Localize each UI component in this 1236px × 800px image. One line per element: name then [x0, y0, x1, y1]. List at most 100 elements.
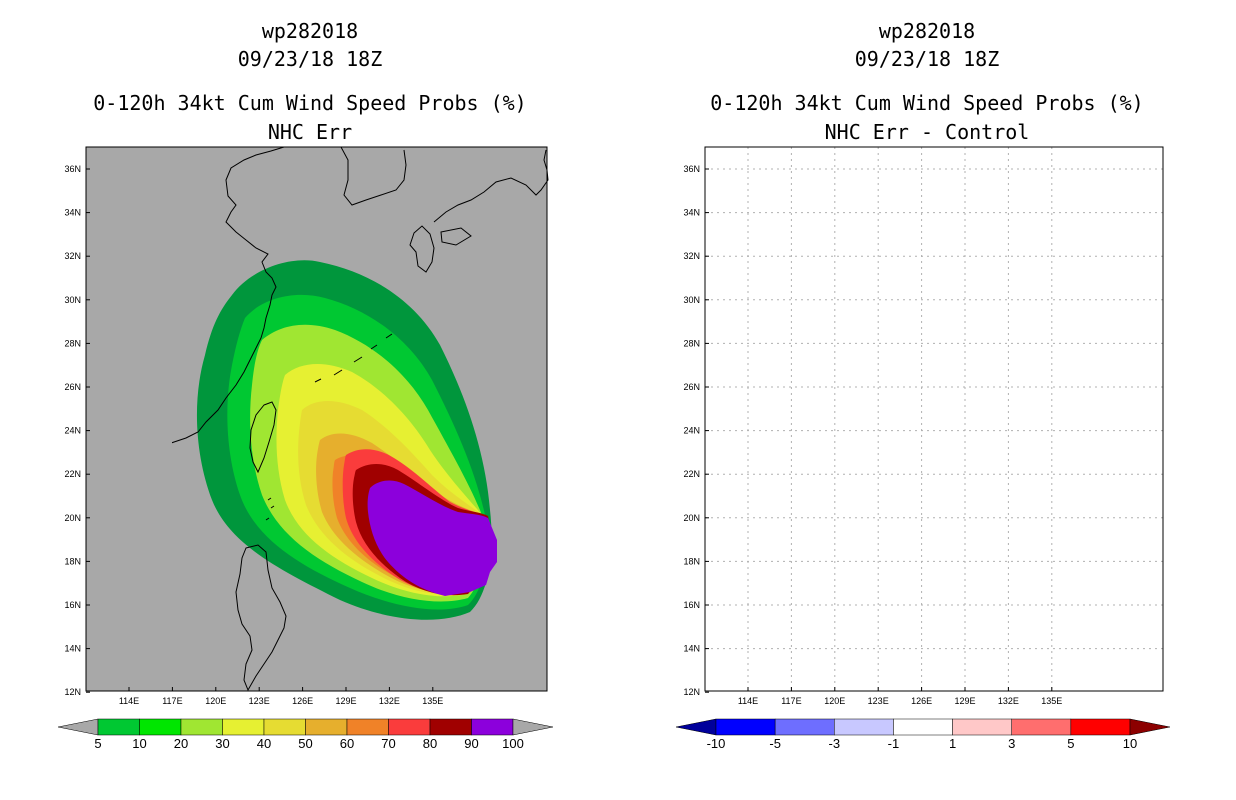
right-colorbar-segment [774, 718, 835, 736]
right-lat-label: 30N [683, 295, 700, 305]
right-colorbar-label: 10 [1123, 736, 1137, 751]
left-luzon-coast [235, 544, 287, 691]
left-lon-label: 132E [379, 696, 400, 706]
right-lat-label: 32N [683, 251, 700, 261]
right-map-background [705, 147, 1163, 691]
left-lat-label: 36N [64, 164, 81, 174]
left-colorbar-label: 5 [94, 736, 101, 751]
left-lat-label: 30N [64, 295, 81, 305]
left-lat-label: 12N [64, 687, 81, 697]
right-axis-labels: 36N 34N 32N 30N 28N 26N 24N 22N 20N 18N 16N 14N 12N 1… [683, 164, 1062, 706]
right-title-1: wp282018 [878, 19, 976, 43]
left-colorbar-label: 60 [340, 736, 354, 751]
left-colorbar-label: 30 [215, 736, 229, 751]
left-batanes-islands [265, 497, 275, 521]
left-lat-label: 32N [64, 251, 81, 261]
right-lat-label: 16N [683, 600, 700, 610]
right-colorbar-low-triangle [675, 718, 717, 736]
probability-swath [196, 260, 497, 620]
left-colorbar-label: 40 [257, 736, 271, 751]
left-title-2: 09/23/18 18Z [237, 47, 383, 71]
prob-90 [367, 480, 497, 596]
right-map-border [704, 146, 1164, 692]
left-lat-label: 14N [64, 644, 81, 654]
left-lat-label: 24N [64, 426, 81, 436]
left-colorbar-label: 80 [423, 736, 437, 751]
left-lon-label: 129E [335, 696, 356, 706]
right-colorbar: -10 -5 -3 -1 1 3 5 10 [675, 718, 1171, 751]
right-colorbar-segment [1011, 718, 1072, 736]
left-map-border [85, 146, 548, 692]
left-title-3: 0-120h 34kt Cum Wind Speed Probs (%) [93, 91, 527, 115]
left-lat-label: 16N [64, 600, 81, 610]
left-lon-label: 114E [119, 696, 139, 706]
left-colorbar-segment [180, 718, 223, 736]
right-lon-label: 129E [954, 696, 975, 706]
right-title-2: 09/23/18 18Z [854, 47, 1000, 71]
right-gridlines [705, 147, 1163, 691]
left-colorbar-label: 70 [381, 736, 395, 751]
left-colorbar-label: 100 [502, 736, 524, 751]
left-colorbar-label: 50 [298, 736, 312, 751]
right-lat-label: 20N [683, 513, 700, 523]
right-colorbar-segment [893, 718, 953, 736]
left-lat-label: 18N [64, 556, 81, 566]
right-colorbar-label: -3 [829, 736, 841, 751]
right-colorbar-segment [952, 718, 1012, 736]
right-colorbar-label: 3 [1008, 736, 1015, 751]
right-lon-label: 114E [738, 696, 758, 706]
right-lon-label: 135E [1041, 696, 1062, 706]
left-colorbar: 5 10 20 30 40 50 60 70 80 90 100 [57, 718, 554, 751]
right-colorbar-label: 1 [949, 736, 956, 751]
left-korea-coast [340, 147, 407, 206]
left-colorbar-segment [222, 718, 265, 736]
right-lat-label: 18N [683, 556, 700, 566]
right-colorbar-label: -1 [888, 736, 900, 751]
left-colorbar-low-triangle [57, 718, 99, 736]
right-colorbar-segment [715, 718, 776, 736]
left-lat-label: 20N [64, 513, 81, 523]
right-lon-label: 132E [998, 696, 1019, 706]
right-lon-label: 117E [781, 696, 801, 706]
right-lat-label: 34N [683, 208, 700, 218]
right-lon-label: 126E [911, 696, 932, 706]
left-japan-shikoku-coast [440, 227, 472, 246]
right-lat-label: 24N [683, 426, 700, 436]
right-colorbar-segment [834, 718, 894, 736]
left-colorbar-segment [471, 718, 514, 736]
right-lon-label: 120E [824, 696, 845, 706]
left-colorbar-segment [429, 718, 472, 736]
right-lon-label: 123E [868, 696, 889, 706]
left-colorbar-label: 20 [174, 736, 188, 751]
left-title-1: wp282018 [261, 19, 359, 43]
right-lat-label: 28N [683, 338, 700, 348]
right-lat-label: 14N [683, 644, 700, 654]
right-lat-label: 26N [683, 382, 700, 392]
left-lon-label: 135E [422, 696, 443, 706]
left-taiwan-coast [249, 401, 277, 474]
left-colorbar-segment [388, 718, 431, 736]
right-title-3: 0-120h 34kt Cum Wind Speed Probs (%) [710, 91, 1144, 115]
left-title-4: NHC Err [267, 120, 353, 144]
left-colorbar-segment [139, 718, 182, 736]
right-lat-label: 12N [683, 687, 700, 697]
right-colorbar-label: -10 [707, 736, 726, 751]
left-lon-label: 123E [249, 696, 270, 706]
left-lat-label: 22N [64, 469, 81, 479]
right-lat-label: 36N [683, 164, 700, 174]
right-colorbar-label: 5 [1067, 736, 1074, 751]
left-axis-labels: 36N 34N 32N 30N 28N 26N 24N 22N 20N 18N 16N 14N 12N 1… [64, 164, 443, 706]
left-lat-label: 26N [64, 382, 81, 392]
right-lat-label: 22N [683, 469, 700, 479]
left-lat-label: 28N [64, 338, 81, 348]
left-lat-label: 34N [64, 208, 81, 218]
left-colorbar-label: 90 [464, 736, 478, 751]
left-colorbar-segment [305, 718, 348, 736]
left-lon-label: 120E [205, 696, 226, 706]
left-colorbar-label: 10 [132, 736, 146, 751]
right-title-4: NHC Err - Control [824, 120, 1030, 144]
left-colorbar-segment [263, 718, 306, 736]
left-china-coast [172, 147, 285, 444]
right-colorbar-high-triangle [1129, 718, 1171, 736]
